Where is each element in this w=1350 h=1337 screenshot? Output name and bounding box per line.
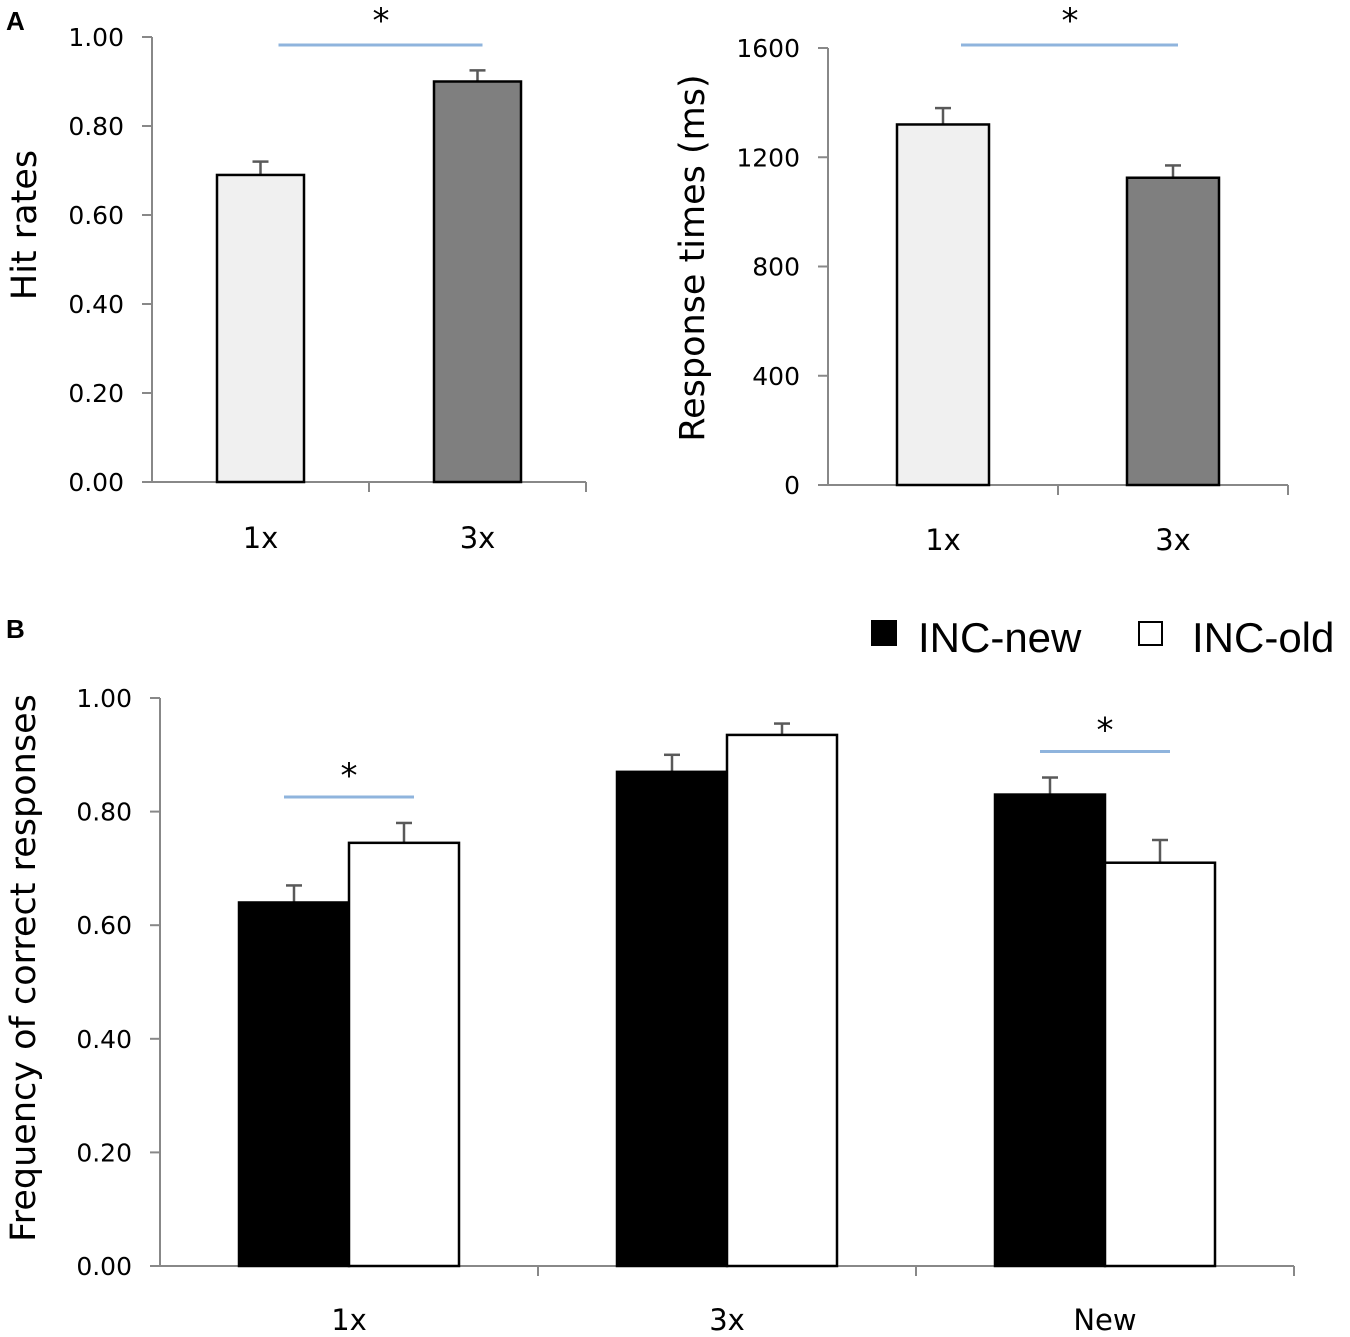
chart-frequency-correct: 0.00 0.20 0.40 0.60 0.80 1.00 1x 3x New Frequency… <box>4 684 1295 1337</box>
x-tick-label: 1x <box>243 521 279 555</box>
y-tick-label: 0.80 <box>68 112 124 141</box>
panel-a-label: A <box>6 6 25 36</box>
x-tick-label: 3x <box>460 521 496 555</box>
y-tick-label: 0.40 <box>76 1025 132 1054</box>
legend-swatch-inc-old <box>1138 621 1163 646</box>
bar <box>725 733 839 1268</box>
bar <box>215 173 306 484</box>
y-tick-label: 0.20 <box>76 1138 132 1167</box>
legend-label-inc-old: INC-old <box>1192 614 1334 661</box>
y-axis-title: Response times (ms) <box>673 74 713 441</box>
y-tick-label: 1.00 <box>68 23 124 52</box>
significance-star: * <box>341 756 358 796</box>
y-tick-label: 0.60 <box>76 911 132 940</box>
bar <box>895 123 991 487</box>
x-tick-label: 3x <box>709 1303 745 1337</box>
legend-swatch-inc-new <box>871 620 897 646</box>
chart-hit-rates: 0.00 0.20 0.40 0.60 0.80 1.00 1x 3x Hit rates * <box>5 1 587 555</box>
x-tick-label: 1x <box>331 1303 367 1337</box>
y-tick-label: 0.40 <box>68 290 124 319</box>
y-axis-title: Frequency of correct responses <box>4 694 44 1242</box>
chart-response-times: 0 400 800 1200 1600 1x 3x Response times (ms) * <box>673 1 1289 557</box>
legend-label-inc-new: INC-new <box>918 614 1082 661</box>
x-tick-label: 3x <box>1155 523 1191 557</box>
significance-star: * <box>1097 711 1114 751</box>
y-tick-label: 1600 <box>736 34 800 63</box>
bar <box>1125 176 1221 487</box>
bar <box>347 841 461 1268</box>
y-tick-label: 0.00 <box>76 1252 132 1281</box>
y-tick-label: 0.80 <box>76 798 132 827</box>
significance-star: * <box>373 1 390 41</box>
bar <box>615 770 729 1268</box>
significance-star: * <box>1062 1 1079 41</box>
y-tick-label: 1.00 <box>76 684 132 713</box>
x-tick-label: New <box>1073 1303 1136 1337</box>
y-axis-title: Hit rates <box>5 150 45 300</box>
y-tick-label: 0.00 <box>68 468 124 497</box>
legend: INC-new INC-old <box>871 614 1334 661</box>
y-tick-label: 800 <box>752 253 800 282</box>
y-tick-label: 0.20 <box>68 379 124 408</box>
y-tick-label: 400 <box>752 362 800 391</box>
bar <box>237 901 351 1268</box>
bar <box>432 80 523 484</box>
bar <box>1103 861 1217 1268</box>
x-tick-label: 1x <box>925 523 961 557</box>
y-tick-label: 0 <box>784 471 800 500</box>
bar <box>993 793 1107 1268</box>
y-tick-label: 0.60 <box>68 201 124 230</box>
panel-b-label: B <box>6 614 25 644</box>
y-tick-label: 1200 <box>736 143 800 172</box>
